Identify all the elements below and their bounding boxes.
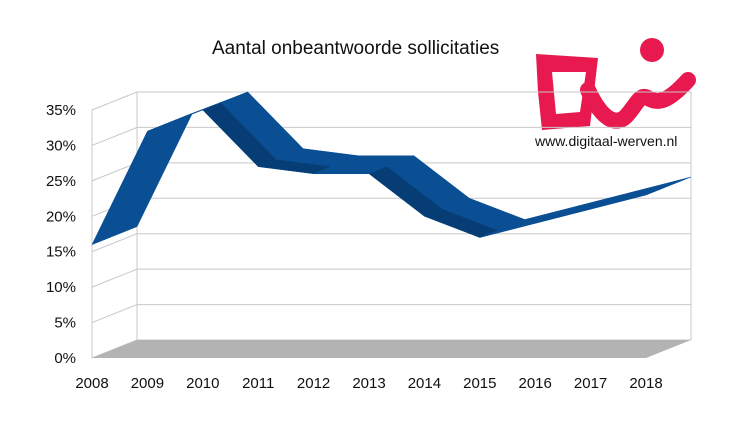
chart-floor xyxy=(92,340,691,358)
logo-dot xyxy=(640,38,664,62)
ribbon-shade xyxy=(258,159,332,174)
x-tick-label: 2015 xyxy=(463,375,496,392)
y-tick-label: 35% xyxy=(46,102,76,119)
ribbon-shade xyxy=(590,187,664,210)
x-tick-label: 2016 xyxy=(519,375,552,392)
ribbon-shade xyxy=(92,124,166,245)
y-tick-label: 15% xyxy=(46,244,76,261)
wall-grid-line xyxy=(91,162,138,182)
x-tick-label: 2009 xyxy=(131,375,164,392)
y-tick-label: 20% xyxy=(46,208,76,225)
y-axis-ticks: 0% 5% 10% 15% 20% 25% 30% 35% xyxy=(46,102,76,367)
x-tick-label: 2017 xyxy=(574,375,607,392)
x-tick-label: 2008 xyxy=(75,375,108,392)
y-tick-label: 0% xyxy=(54,350,76,367)
wall-grid-line xyxy=(91,233,138,253)
x-tick-label: 2010 xyxy=(186,375,219,392)
series-ribbon xyxy=(91,91,692,246)
x-tick-label: 2013 xyxy=(352,375,385,392)
y-tick-label: 25% xyxy=(46,173,76,190)
y-tick-label: 30% xyxy=(46,137,76,154)
x-axis-ticks: 2008 2009 2010 2011 2012 2013 2014 2015 2016 2017… xyxy=(75,375,662,392)
x-tick-label: 2012 xyxy=(297,375,330,392)
wall-grid-line xyxy=(91,304,138,324)
wall-grid-line xyxy=(91,268,138,288)
ribbon-shade xyxy=(535,202,609,224)
x-tick-label: 2014 xyxy=(408,375,441,392)
ribbon-shade xyxy=(424,209,498,238)
ribbon-shade xyxy=(369,166,443,217)
wall-grid-line xyxy=(91,126,138,146)
logo-swoosh xyxy=(580,72,696,129)
y-tick-label: 5% xyxy=(54,315,76,332)
wall-grid-line xyxy=(91,91,138,111)
y-tick-label: 10% xyxy=(46,279,76,296)
ribbon-shade xyxy=(313,166,387,174)
chart-walls xyxy=(91,92,692,358)
website-url: www.digitaal-werven.nl xyxy=(535,133,678,149)
x-tick-label: 2011 xyxy=(242,375,274,392)
x-tick-label: 2018 xyxy=(629,375,662,392)
chart-title: Aantal onbeantwoorde sollicitaties xyxy=(212,38,500,59)
ribbon-shade xyxy=(202,102,277,167)
ribbon-shade xyxy=(479,216,554,238)
